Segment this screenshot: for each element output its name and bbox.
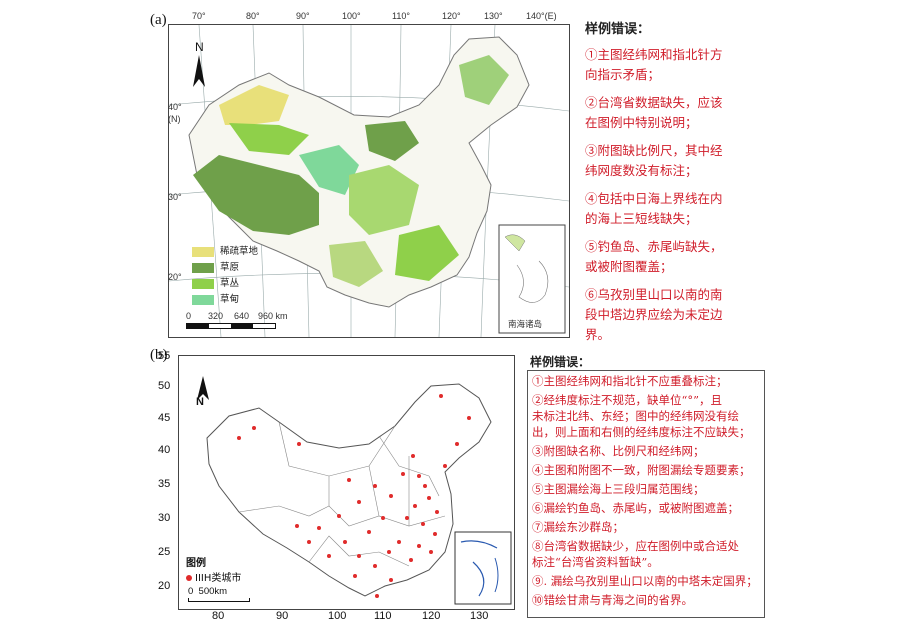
legend-label: 草甸 xyxy=(220,294,240,305)
vegetation-layer xyxy=(193,55,509,287)
north-label-b: N xyxy=(196,396,204,408)
panel-a-label: (a) xyxy=(150,12,167,28)
error-item: 出，则上面和右侧的经纬度标注不应缺失； xyxy=(532,425,751,439)
legend-item: 草甸 xyxy=(192,291,258,307)
lon-tick: 80° xyxy=(246,11,260,21)
error-item: ③附图缺名称、比例尺和经纬网； xyxy=(532,444,705,458)
lat-tick: 25 xyxy=(158,546,171,558)
legend-item: IIIH类城市 xyxy=(186,569,241,584)
error-item: ③附图缺比例尺，其中经纬网度数没有标注； xyxy=(585,143,723,178)
panel-b-errors-title: 样例错误： xyxy=(530,355,591,369)
error-item: ⑥漏绘钓鱼岛、赤尾屿，或被附图遮盖； xyxy=(532,501,739,515)
error-item: ②经纬度标注不规范，缺单位“°”，且 xyxy=(532,393,723,407)
scale-bar-graphic xyxy=(188,598,250,602)
error-item: ②台湾省数据缺失，应该在图例中特别说明； xyxy=(585,95,723,130)
error-item: ①主图经纬网和指北针方向指示矛盾； xyxy=(585,47,723,82)
lat-tick: 20° xyxy=(168,272,182,282)
lon-tick: 100° xyxy=(342,11,361,21)
panel-b-map xyxy=(178,355,515,610)
legend-title: 图例 xyxy=(186,558,206,569)
error-item: ⑨. 漏绘乌孜别里山口以南的中塔未定国界； xyxy=(532,574,758,588)
panel-a-errors: 样例错误： ①主图经纬网和指北针方向指示矛盾； ②台湾省数据缺失，应该在图例中特… xyxy=(585,18,745,345)
errors-title: 样例错误： xyxy=(585,22,651,37)
panel-b-scale-bar: 0 500km xyxy=(188,586,250,602)
legend-swatch xyxy=(192,294,214,305)
province-borders xyxy=(238,421,446,567)
legend-swatch xyxy=(192,278,214,289)
panel-b-errors: ①主图经纬网和指北针不应重叠标注； ②经纬度标注不规范，缺单位“°”，且 未标注… xyxy=(527,370,765,618)
lon-tick: 90 xyxy=(276,610,289,622)
panel-b-legend: 图例 IIIH类城市 xyxy=(186,554,241,584)
panel-a-scale-bar: 0 320 640 960 km xyxy=(186,311,306,329)
legend-item: 草丛 xyxy=(192,275,258,291)
city-points xyxy=(237,394,471,598)
lon-tick: 120 xyxy=(422,610,441,622)
panel-b-map-svg xyxy=(197,376,512,605)
lat-tick: 40° xyxy=(168,102,182,112)
error-item: ⑦漏绘东沙群岛； xyxy=(532,520,624,534)
north-arrow-a: N xyxy=(193,40,205,87)
legend-label: 草原 xyxy=(220,262,240,273)
legend-swatch xyxy=(192,246,214,257)
panel-a-legend: 稀疏草地 草原 草丛 草甸 xyxy=(192,243,258,307)
scale-label: 960 km xyxy=(258,311,288,321)
scale-label: 640 xyxy=(234,311,250,321)
error-item: ⑤钓鱼岛、赤尾屿缺失，或被附图覆盖； xyxy=(585,239,723,274)
north-arrow-b xyxy=(197,376,209,400)
legend-label: 草丛 xyxy=(220,278,240,289)
lat-tick: 55 xyxy=(158,350,171,362)
lon-tick: 110 xyxy=(374,610,392,622)
panel-a-lon-ticks: 70° 80° 90° 100° 110° 120° 130° 140°(E) xyxy=(170,11,568,23)
lat-tick: 30° xyxy=(168,192,182,202)
svg-text:N: N xyxy=(195,40,204,54)
lon-tick: 100 xyxy=(328,610,347,622)
lat-tick: 30 xyxy=(158,512,171,524)
legend-label: 稀疏草地 xyxy=(220,246,259,257)
scale-label: 0 500km xyxy=(188,586,228,597)
lat-tick: (N) xyxy=(168,114,181,124)
lat-tick: 20 xyxy=(158,580,171,592)
inset-south-china-sea-b xyxy=(454,531,512,605)
lon-tick: 80 xyxy=(212,610,225,622)
lat-tick: 35 xyxy=(158,478,171,490)
lat-tick: 45 xyxy=(158,412,171,424)
lon-tick: 130° xyxy=(484,11,503,21)
lon-tick: 140°(E) xyxy=(526,11,557,21)
lon-tick: 90° xyxy=(296,11,310,21)
error-item: ⑩错绘甘肃与青海之间的省界。 xyxy=(532,593,693,607)
china-outline-b xyxy=(206,383,492,597)
legend-dot xyxy=(186,575,192,581)
legend-swatch xyxy=(192,262,214,273)
lon-tick: 120° xyxy=(442,11,461,21)
panel-a-map: N xyxy=(168,24,570,338)
legend-item: 稀疏草地 xyxy=(192,243,258,259)
lon-tick: 70° xyxy=(192,11,206,21)
panel-b-lat-ticks: 55 50 45 40 35 30 25 20 xyxy=(158,350,178,600)
error-item: ⑥乌孜别里山口以南的南段中塔边界应绘为未定边界。 xyxy=(585,287,723,342)
panel-b-lon-ticks: 80 90 100 110 120 130 xyxy=(178,610,513,624)
lon-tick: 110° xyxy=(392,11,410,21)
scale-label: 320 xyxy=(208,311,224,321)
error-item: 未标注北纬、东经；图中的经纬网没有绘 xyxy=(532,409,739,423)
legend-item: 草原 xyxy=(192,259,258,275)
error-item: ①主图经纬网和指北针不应重叠标注； xyxy=(532,374,728,388)
scale-label: 0 xyxy=(186,311,192,321)
inset-label: 南海诸岛 xyxy=(508,319,543,329)
error-item: ④主图和附图不一致，附图漏绘专题要素； xyxy=(532,463,751,477)
panel-b-label: (b) xyxy=(150,347,168,363)
scale-bar-graphic xyxy=(186,323,276,329)
panel-a-map-svg: N xyxy=(169,25,569,337)
inset-south-china-sea-a xyxy=(498,224,566,334)
lon-tick: 130 xyxy=(470,610,489,622)
error-item: ⑧台湾省数据缺少，应在图例中或合适处 xyxy=(532,539,739,553)
legend-label: IIIH类城市 xyxy=(195,573,242,584)
error-item: ④包括中日海上界线在内的海上三短线缺失； xyxy=(585,191,723,226)
error-item: 标注“台湾省资料暂缺”。 xyxy=(532,555,659,569)
error-item: ⑤主图漏绘海上三段归属范围线； xyxy=(532,482,705,496)
lat-tick: 40 xyxy=(158,444,171,456)
lat-tick: 50 xyxy=(158,380,171,392)
